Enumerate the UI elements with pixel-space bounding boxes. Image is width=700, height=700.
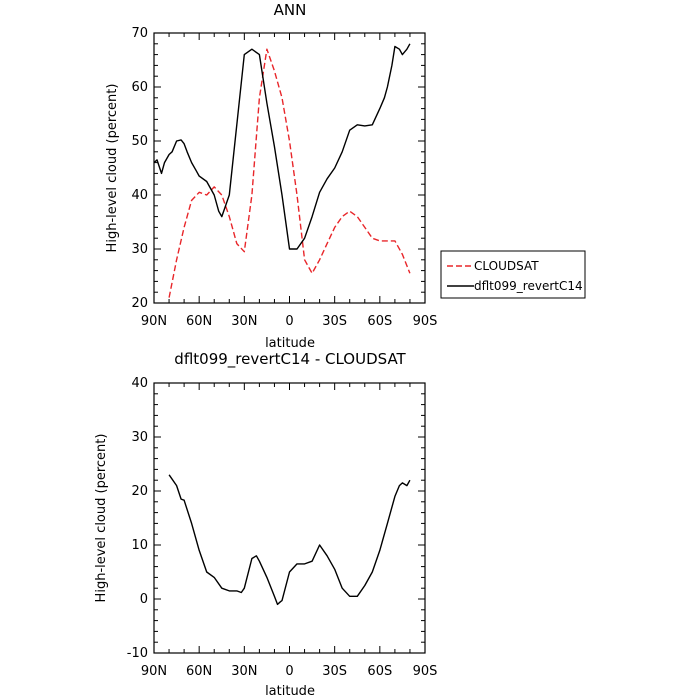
bottom-x-tick-label: 90N bbox=[141, 664, 167, 679]
top-x-tick-label: 30N bbox=[231, 314, 257, 329]
top-x-axis-label: latitude bbox=[265, 336, 315, 351]
bottom-x-axis-label: latitude bbox=[265, 684, 315, 699]
bottom-series-lines bbox=[168, 474, 411, 606]
top-y-axis-label: High-level cloud (percent) bbox=[105, 84, 120, 253]
bottom-x-tick-label: 30N bbox=[231, 664, 257, 679]
top-x-tick-label: 30S bbox=[322, 314, 347, 329]
top-y-tick-label: 30 bbox=[131, 242, 148, 257]
bottom-y-tick-label: 10 bbox=[131, 538, 148, 553]
top-x-tick-label: 60S bbox=[367, 314, 392, 329]
bottom-x-tick-label: 90S bbox=[413, 664, 438, 679]
top-y-tick-label: 70 bbox=[131, 26, 148, 41]
bottom-x-tick-label: 30S bbox=[322, 664, 347, 679]
legend-label-cloudsat: CLOUDSAT bbox=[474, 259, 539, 273]
bottom-chart-title: dflt099_revertC14 - CLOUDSAT bbox=[174, 350, 406, 369]
top-y-tick-label: 60 bbox=[131, 80, 148, 95]
bottom-y-tick-label: 20 bbox=[131, 484, 148, 499]
bottom-y-tick-label: 30 bbox=[131, 430, 148, 445]
bottom-x-tick-label: 60S bbox=[367, 664, 392, 679]
bottom-y-axis-label: High-level cloud (percent) bbox=[94, 434, 109, 603]
top-chart-panel: ANN 90N 60N 30N 0 30S 60S 90S 20 30 40 50 60 70 lati… bbox=[105, 1, 586, 351]
top-x-tick-label: 0 bbox=[285, 314, 293, 329]
top-y-tick-label: 20 bbox=[131, 296, 148, 311]
bottom-chart-panel: dflt099_revertC14 - CLOUDSAT 90N 60N 30N 0 3… bbox=[94, 350, 437, 699]
bottom-x-tick-label: 0 bbox=[285, 664, 293, 679]
bottom-plot-frame bbox=[153, 382, 426, 654]
legend-label-model: dflt099_revertC14 bbox=[474, 279, 583, 293]
top-axis-ticks: 90N 60N 30N 0 30S 60S 90S 20 30 40 50 60 70 bbox=[131, 26, 437, 329]
top-x-tick-label: 90N bbox=[141, 314, 167, 329]
top-y-tick-label: 50 bbox=[131, 134, 148, 149]
top-x-tick-label: 60N bbox=[186, 314, 212, 329]
top-series-lines bbox=[153, 43, 411, 298]
bottom-series-line-difference bbox=[168, 474, 411, 606]
top-series-line-dflt099-revertc14 bbox=[153, 43, 411, 250]
top-chart-title: ANN bbox=[274, 1, 307, 19]
top-y-tick-label: 40 bbox=[131, 188, 148, 203]
bottom-x-tick-label: 60N bbox=[186, 664, 212, 679]
bottom-y-tick-label: -10 bbox=[127, 646, 148, 661]
top-series-line-cloudsat bbox=[168, 48, 411, 298]
bottom-axis-ticks: 90N 60N 30N 0 30S 60S 90S -10 0 10 20 30 40 bbox=[127, 376, 438, 679]
bottom-y-tick-label: 40 bbox=[131, 376, 148, 391]
legend-box bbox=[440, 250, 586, 299]
top-x-tick-label: 90S bbox=[413, 314, 438, 329]
legend: CLOUDSAT dflt099_revertC14 bbox=[440, 250, 586, 299]
bottom-y-tick-label: 0 bbox=[140, 592, 148, 607]
